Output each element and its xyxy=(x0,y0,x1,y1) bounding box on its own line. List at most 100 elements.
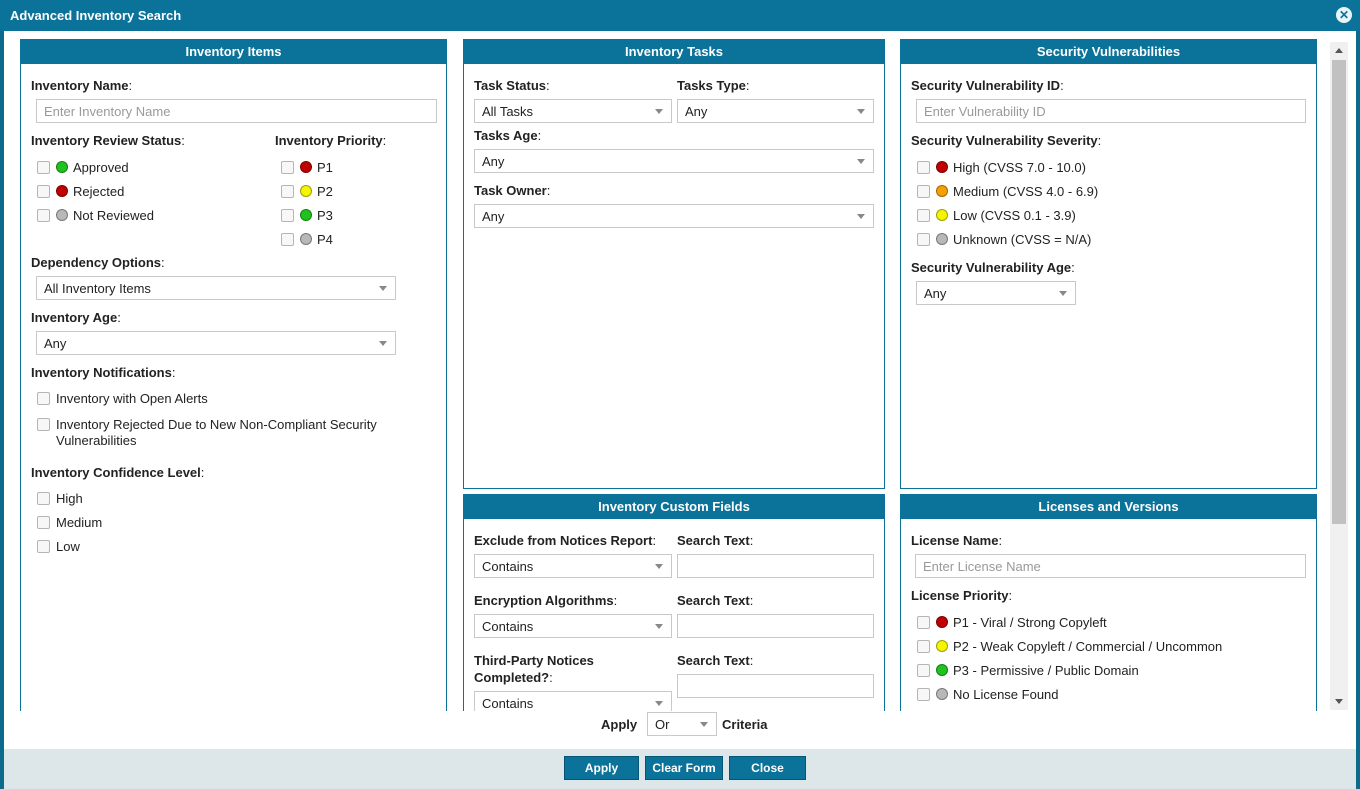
checkbox[interactable] xyxy=(917,232,930,246)
checkbox[interactable] xyxy=(917,639,930,653)
checkbox[interactable] xyxy=(917,687,930,701)
task-owner-select[interactable]: Any xyxy=(474,204,874,228)
checkbox[interactable] xyxy=(917,208,930,222)
search-text-input[interactable] xyxy=(677,614,874,638)
inventory-custom-fields-panel: Inventory Custom Fields Exclude from Not… xyxy=(463,494,885,711)
scroll-thumb[interactable] xyxy=(1332,60,1346,524)
checkbox[interactable] xyxy=(281,232,294,246)
confidence-medium[interactable]: Medium xyxy=(37,513,102,531)
search-text-label: Search Text: xyxy=(677,653,754,668)
criteria-label: Criteria xyxy=(722,717,768,732)
review-status-approved[interactable]: Approved xyxy=(37,158,129,176)
close-icon[interactable]: ✕ xyxy=(1336,7,1352,23)
checkbox[interactable] xyxy=(281,208,294,222)
vulnerability-id-input[interactable]: Enter Vulnerability ID xyxy=(916,99,1306,123)
content-scrollbar[interactable] xyxy=(1330,42,1348,710)
priority-p2[interactable]: P2 xyxy=(281,182,333,200)
priority-dot-icon xyxy=(300,161,312,173)
checkbox[interactable] xyxy=(917,615,930,629)
notification-rejected-security-line2: Vulnerabilities xyxy=(56,433,137,448)
vulnerability-severity-label: Security Vulnerability Severity: xyxy=(911,133,1102,148)
close-button[interactable]: Close xyxy=(729,756,806,780)
checkbox[interactable] xyxy=(37,208,50,222)
custom-field-label-line2: Completed?: xyxy=(474,670,553,685)
checkbox[interactable] xyxy=(917,184,930,198)
panel-header: Inventory Custom Fields xyxy=(464,495,884,519)
confidence-low[interactable]: Low xyxy=(37,537,80,555)
license-name-input[interactable]: Enter License Name xyxy=(915,554,1306,578)
inventory-name-input[interactable]: Enter Inventory Name xyxy=(36,99,437,123)
vulnerability-id-label: Security Vulnerability ID: xyxy=(911,78,1064,93)
priority-p1[interactable]: P1 xyxy=(281,158,333,176)
dependency-options-select[interactable]: All Inventory Items xyxy=(36,276,396,300)
task-status-select[interactable]: All Tasks xyxy=(474,99,672,123)
review-status-rejected[interactable]: Rejected xyxy=(37,182,124,200)
custom-field-operator-select[interactable]: Contains xyxy=(474,614,672,638)
checkbox[interactable] xyxy=(37,491,50,505)
checkbox[interactable] xyxy=(37,391,50,405)
custom-field-label: Third-Party Notices xyxy=(474,653,594,668)
search-text-input[interactable] xyxy=(677,554,874,578)
panel-header: Licenses and Versions xyxy=(901,495,1316,519)
vulnerability-age-select[interactable]: Any xyxy=(916,281,1076,305)
license-priority-p3[interactable]: P3 - Permissive / Public Domain xyxy=(917,661,1139,679)
severity-dot-icon xyxy=(936,185,948,197)
review-status-not-reviewed[interactable]: Not Reviewed xyxy=(37,206,154,224)
tasks-age-select[interactable]: Any xyxy=(474,149,874,173)
priority-dot-icon xyxy=(300,209,312,221)
custom-field-operator-select[interactable]: Contains xyxy=(474,691,672,711)
scroll-up-icon[interactable] xyxy=(1335,48,1343,53)
severity-medium[interactable]: Medium (CVSS 4.0 - 6.9) xyxy=(917,182,1098,200)
criteria-select[interactable]: Or xyxy=(647,712,717,736)
dialog-content: Inventory Items Inventory Name: Enter In… xyxy=(4,31,1356,711)
notification-rejected-security[interactable]: Inventory Rejected Due to New Non-Compli… xyxy=(37,415,377,433)
priority-dot-icon xyxy=(936,688,948,700)
severity-high[interactable]: High (CVSS 7.0 - 10.0) xyxy=(917,158,1086,176)
confidence-high[interactable]: High xyxy=(37,489,83,507)
priority-dot-icon xyxy=(300,233,312,245)
checkbox[interactable] xyxy=(37,515,50,529)
clear-form-button[interactable]: Clear Form xyxy=(645,756,723,780)
custom-field-label: Encryption Algorithms: xyxy=(474,593,618,608)
tasks-type-label: Tasks Type: xyxy=(677,78,750,93)
inventory-age-select[interactable]: Any xyxy=(36,331,396,355)
scroll-down-icon[interactable] xyxy=(1335,699,1343,704)
severity-unknown[interactable]: Unknown (CVSS = N/A) xyxy=(917,230,1091,248)
checkbox[interactable] xyxy=(37,184,50,198)
priority-dot-icon xyxy=(936,640,948,652)
apply-button[interactable]: Apply xyxy=(564,756,639,780)
custom-field-label: Exclude from Notices Report: xyxy=(474,533,657,548)
severity-low[interactable]: Low (CVSS 0.1 - 3.9) xyxy=(917,206,1076,224)
inventory-items-panel: Inventory Items Inventory Name: Enter In… xyxy=(20,39,447,711)
license-no-license[interactable]: No License Found xyxy=(917,685,1059,703)
license-priority-p2[interactable]: P2 - Weak Copyleft / Commercial / Uncomm… xyxy=(917,637,1222,655)
tasks-age-label: Tasks Age: xyxy=(474,128,542,143)
checkbox[interactable] xyxy=(917,160,930,174)
priority-p4[interactable]: P4 xyxy=(281,230,333,248)
license-priority-p1[interactable]: P1 - Viral / Strong Copyleft xyxy=(917,613,1107,631)
severity-dot-icon xyxy=(936,161,948,173)
checkbox[interactable] xyxy=(281,184,294,198)
tasks-type-select[interactable]: Any xyxy=(677,99,874,123)
checkbox[interactable] xyxy=(37,417,50,431)
search-text-input[interactable] xyxy=(677,674,874,698)
priority-p3[interactable]: P3 xyxy=(281,206,333,224)
status-dot-icon xyxy=(56,185,68,197)
review-status-label: Inventory Review Status: xyxy=(31,133,185,148)
notification-open-alerts[interactable]: Inventory with Open Alerts xyxy=(37,389,208,407)
severity-dot-icon xyxy=(936,209,948,221)
custom-field-operator-select[interactable]: Contains xyxy=(474,554,672,578)
checkbox[interactable] xyxy=(281,160,294,174)
severity-dot-icon xyxy=(936,233,948,245)
license-name-label: License Name: xyxy=(911,533,1003,548)
inventory-age-label: Inventory Age: xyxy=(31,310,121,325)
checkbox[interactable] xyxy=(37,160,50,174)
dialog-titlebar: Advanced Inventory Search ✕ xyxy=(0,0,1360,31)
search-text-label: Search Text: xyxy=(677,533,754,548)
vulnerability-age-label: Security Vulnerability Age: xyxy=(911,260,1075,275)
checkbox[interactable] xyxy=(917,663,930,677)
inventory-notifications-label: Inventory Notifications: xyxy=(31,365,176,380)
task-owner-label: Task Owner: xyxy=(474,183,551,198)
checkbox[interactable] xyxy=(37,539,50,553)
